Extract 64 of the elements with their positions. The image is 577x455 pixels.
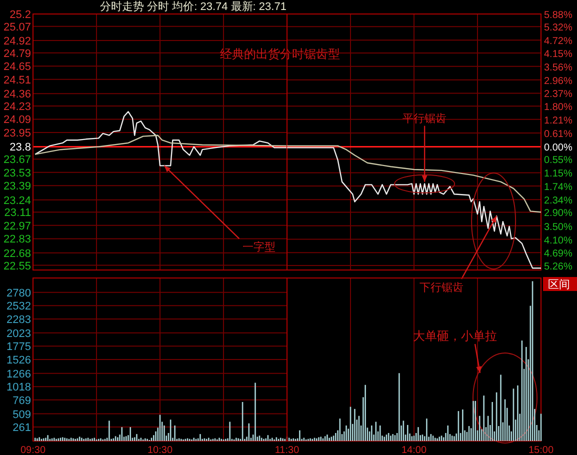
y2-tick-label: 5.32% [544, 22, 572, 34]
x-tick-label: 15:00 [528, 445, 554, 455]
y2-tick-label: 1.15% [544, 168, 572, 180]
y-tick-label: 23.95 [3, 128, 31, 140]
y-tick-label: 24.51 [3, 74, 31, 86]
y2-tick-label: 1.74% [544, 182, 572, 194]
x-tick-label: 10:30 [147, 445, 173, 455]
y2-tick-label: 3.50% [544, 222, 572, 233]
y2-tick-label: 5.26% [544, 261, 572, 272]
y2-tick-label: 4.69% [544, 248, 572, 260]
y-tick-label: 2780 [6, 287, 31, 300]
y-tick-label: 22.68 [3, 248, 31, 260]
annotation: 平行锯齿 [402, 112, 447, 125]
y-tick-label: 1526 [6, 354, 31, 366]
y-tick-label: 1775 [6, 341, 31, 354]
y-tick-label: 24.09 [3, 114, 31, 126]
y2-tick-label: 2.96% [544, 76, 572, 87]
y-tick-label: 23.24 [3, 194, 31, 207]
y-tick-label: 24.79 [3, 48, 31, 60]
annotation: 一字型 [242, 240, 276, 254]
y-tick-label: 2283 [6, 314, 31, 326]
chart-title: 分时走势 分时 均价: 23.74 最新: 23.71 [100, 0, 286, 13]
y-tick-label: 22.55 [3, 260, 31, 272]
annotation: 大单砸，小单拉 [413, 329, 538, 444]
y-tick-label: 25.07 [3, 21, 31, 34]
y-tick-label: 23.11 [4, 207, 31, 220]
y2-tick-label: 1.80% [544, 102, 572, 114]
y-tick-label: 23.53 [3, 167, 31, 180]
y-tick-label: 261 [12, 422, 31, 434]
y-tick-label: 23.39 [3, 180, 31, 193]
y-tick-label: 769 [12, 394, 31, 407]
y2-tick-label: 0.00% [544, 142, 572, 154]
annotation: 区间 [543, 277, 577, 291]
y2-tick-label: 3.56% [544, 62, 572, 74]
y2-tick-label: 4.72% [544, 36, 572, 48]
y-tick-label: 1018 [6, 382, 31, 394]
y-tick-label: 22.83 [3, 234, 31, 246]
y-tick-label: 23.67 [3, 154, 31, 166]
x-tick-label: 09:30 [20, 445, 46, 455]
y-tick-label: 25.2 [10, 9, 31, 21]
y-tick-label: 2532 [6, 300, 31, 313]
y2-tick-label: 2.34% [544, 196, 572, 207]
y2-tick-label: 2.90% [544, 208, 572, 220]
y2-tick-label: 2.37% [544, 89, 572, 100]
y2-tick-label: 1.21% [544, 115, 572, 126]
y2-tick-label: 4.15% [544, 49, 572, 60]
y-tick-label: 24.92 [3, 36, 31, 48]
y-tick-label: 24.23 [3, 100, 31, 113]
y-tick-label: 509 [12, 408, 31, 421]
y2-tick-label: 0.55% [544, 155, 572, 166]
y2-tick-label: 4.10% [544, 235, 572, 246]
annotation: 一字型 [164, 165, 276, 254]
x-tick-label: 11:30 [274, 445, 300, 455]
x-tick-label: 14:00 [401, 445, 427, 455]
y-tick-label: 24.65 [3, 61, 31, 74]
y2-tick-label: 0.61% [544, 128, 572, 140]
y-tick-label: 22.97 [3, 220, 31, 232]
y-tick-label: 23.8 [10, 142, 31, 154]
annotation: 下行锯齿 [420, 280, 464, 294]
y-tick-label: 24.36 [3, 88, 31, 101]
y-tick-label: 2023 [6, 328, 31, 340]
y2-tick-label: 5.88% [544, 10, 572, 21]
annotation: 大单砸，小单拉 [413, 329, 497, 343]
y-tick-label: 1266 [6, 368, 31, 380]
